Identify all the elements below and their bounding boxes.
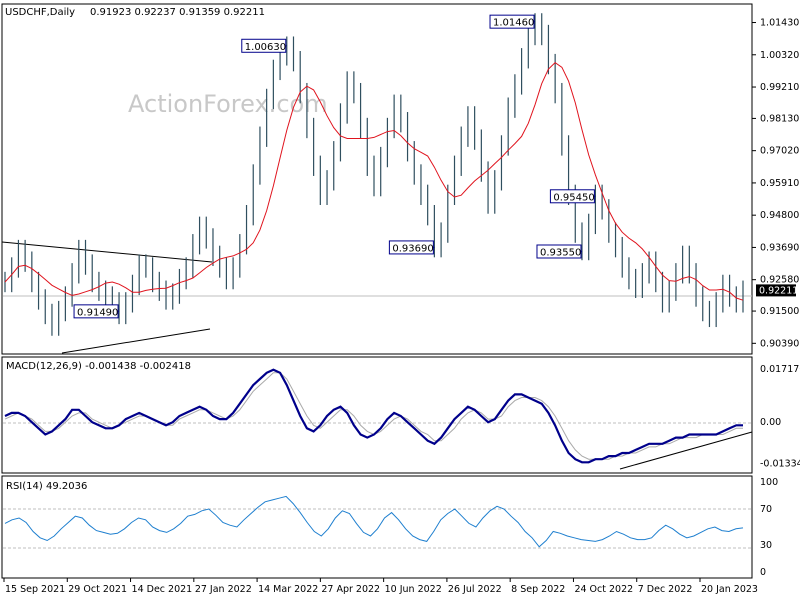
macd-label: MACD(12,26,9) -0.001438 -0.002418 [6, 361, 191, 372]
rsi-tick-label: 0 [760, 567, 766, 578]
rsi-axis: 100 70 30 0 [760, 477, 778, 578]
rsi-label: RSI(14) 49.2036 [6, 481, 87, 492]
price-bars [4, 13, 744, 336]
date-tick-label: 14 Dec 2021 [132, 584, 193, 595]
price-tick-label: 0.90390 [760, 338, 799, 349]
rsi-tick-label: 70 [760, 504, 772, 515]
level-label: 0.93550 [540, 247, 581, 258]
price-annotations: 1.00630 1.01460 0.93690 0.93550 0.95450 0.914… [73, 14, 596, 319]
rsi-panel [1, 475, 753, 579]
date-tick-label: 14 Mar 2022 [258, 584, 318, 595]
macd-signal-line [4, 372, 743, 460]
price-tick-label: 1.01430 [760, 18, 799, 29]
date-tick-label: 24 Oct 2022 [574, 584, 633, 595]
date-tick-label: 27 Jan 2022 [195, 584, 252, 595]
price-panel [1, 3, 753, 355]
ohlc-label: 0.91923 0.92237 0.91359 0.92211 [90, 7, 265, 18]
macd-tick-label: -0.01334 [760, 458, 800, 469]
date-tick-label: 26 Jul 2022 [448, 584, 502, 595]
macd-trendline [619, 431, 753, 470]
price-tick-label: 0.94800 [760, 210, 799, 221]
macd-lines [4, 368, 743, 464]
trendline-upper [1, 241, 213, 263]
rsi-tick-label: 30 [760, 540, 772, 551]
last-price-box [756, 284, 796, 297]
price-tick-label: 1.00320 [760, 50, 799, 61]
trendline-lower [61, 328, 211, 354]
date-tick-label: 29 Oct 2021 [68, 584, 127, 595]
moving-average-line [4, 61, 744, 301]
level-label: 1.00630 [245, 42, 286, 53]
macd-tick-label: 0.00 [760, 417, 781, 428]
price-tick-label: 0.97020 [760, 146, 799, 157]
macd-axis: 0.017176 0.00 -0.01334 [760, 364, 800, 469]
price-axis: 1.01430 1.00320 0.99210 0.98130 0.97020 0.959… [752, 18, 799, 349]
rsi-tick-label: 100 [760, 477, 778, 488]
price-tick-label: 0.98130 [760, 113, 799, 124]
level-label: 0.95450 [553, 192, 594, 203]
watermark: ActionForex.com [128, 90, 328, 118]
price-tick-label: 0.95910 [760, 178, 799, 189]
price-tick-label: 0.91500 [760, 306, 799, 317]
ma-polyline [4, 61, 744, 301]
macd-main-line [4, 368, 743, 464]
last-price-label: 0.92211 [759, 285, 798, 296]
date-tick-label: 20 Jan 2023 [701, 584, 758, 595]
date-tick-label: 15 Sep 2021 [5, 584, 65, 595]
level-label: 0.91490 [77, 307, 118, 318]
symbol-label: USDCHF,Daily [5, 7, 75, 18]
macd-tick-label: 0.017176 [760, 364, 800, 375]
price-tick-label: 0.99210 [760, 82, 799, 93]
price-tick-label: 0.93690 [760, 242, 799, 253]
level-label: 0.93690 [392, 243, 433, 254]
date-tick-label: 27 Apr 2022 [321, 584, 380, 595]
macd-panel [1, 356, 753, 474]
rsi-line [4, 495, 744, 548]
level-label: 1.01460 [493, 18, 534, 29]
date-tick-label: 8 Sep 2022 [511, 584, 565, 595]
level-label-box [241, 38, 287, 53]
date-tick-label: 10 Jun 2022 [385, 584, 442, 595]
price-tick-label: 0.92580 [760, 275, 799, 286]
rsi-polyline [4, 495, 744, 548]
date-axis: 15 Sep 2021 29 Oct 2021 14 Dec 2021 27 Jan … [3, 578, 758, 595]
date-tick-label: 7 Dec 2022 [638, 584, 693, 595]
